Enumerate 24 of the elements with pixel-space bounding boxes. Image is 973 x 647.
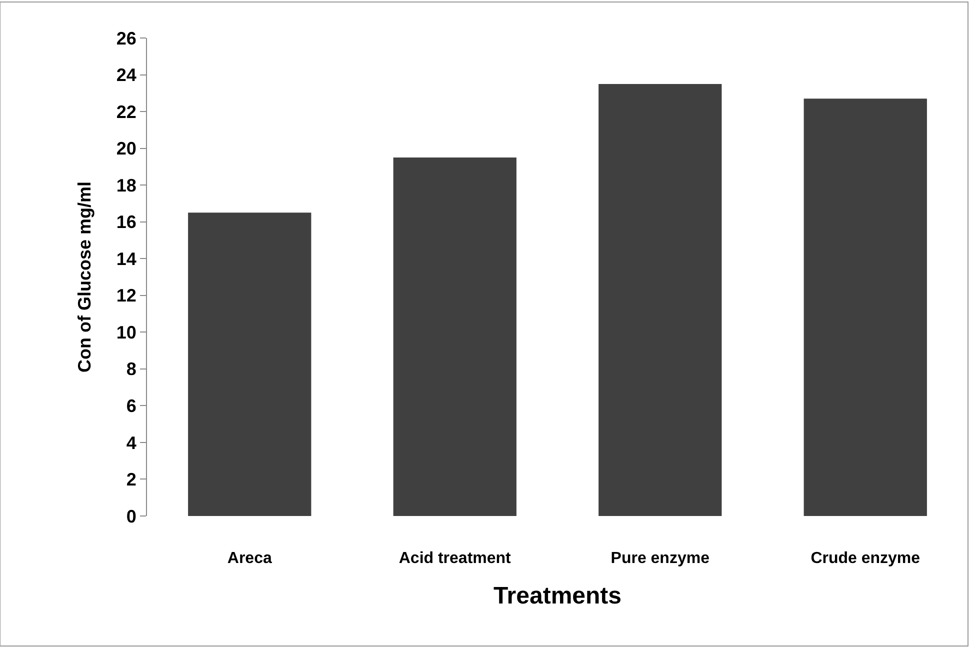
y-tick-label: 12 <box>116 286 136 306</box>
x-tick-label: Pure enzyme <box>610 550 710 567</box>
y-tick-label: 22 <box>116 102 136 122</box>
y-axis-title: Con of Glucose mg/ml <box>74 181 95 373</box>
bar <box>188 212 312 516</box>
bar <box>598 84 722 516</box>
y-tick-label: 6 <box>126 396 136 416</box>
y-tick-label: 18 <box>116 175 136 196</box>
x-tick-label: Acid treatment <box>398 550 512 567</box>
bar <box>804 98 927 516</box>
bar <box>393 158 516 516</box>
y-tick-label: 20 <box>116 138 136 159</box>
x-tick-label: Areca <box>227 550 272 567</box>
y-tick-label: 10 <box>116 322 136 342</box>
y-tick-label: 0 <box>126 506 136 526</box>
y-tick-label: 4 <box>126 432 136 453</box>
x-axis-title: Treatments <box>493 582 622 610</box>
x-tick-label: Crude enzyme <box>810 550 920 567</box>
y-tick-label: 24 <box>116 65 136 86</box>
y-tick-label: 14 <box>116 248 136 269</box>
y-tick-label: 2 <box>126 470 136 490</box>
y-tick-label: 16 <box>116 212 136 232</box>
y-tick-label: 8 <box>126 359 136 380</box>
y-tick-label: 26 <box>116 28 136 48</box>
